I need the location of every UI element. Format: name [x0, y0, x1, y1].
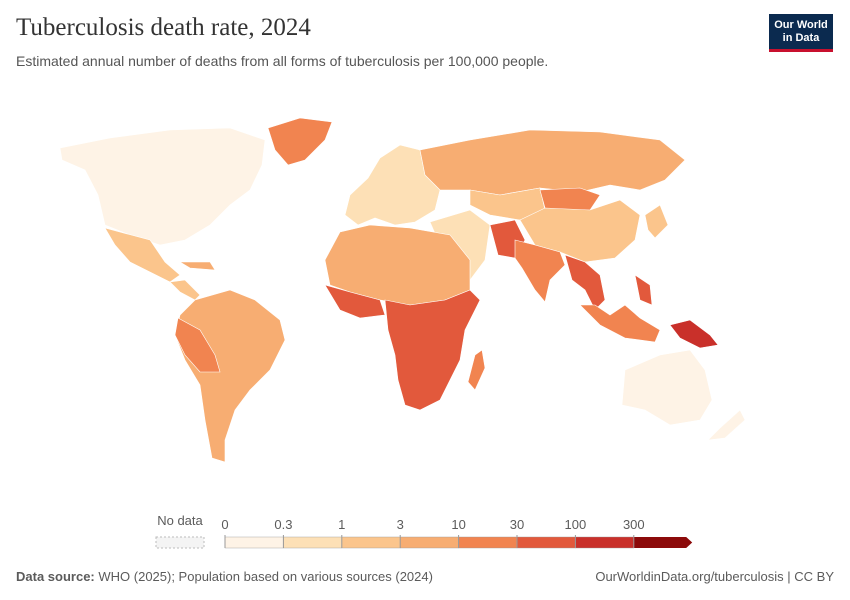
- south-america: [174, 289, 286, 463]
- central-america: [169, 279, 201, 301]
- logo-line: Our World: [774, 19, 828, 31]
- source-label: Data source:: [16, 569, 95, 584]
- source: Data source: WHO (2025); Population base…: [16, 569, 433, 584]
- legend-swatch: [400, 536, 459, 549]
- legend-swatch: [458, 536, 518, 549]
- link[interactable]: OurWorldinData.org/tuberculosis | CC BY: [595, 569, 834, 584]
- logo[interactable]: Our World in Data: [769, 14, 833, 52]
- legend-tick-label: 1: [338, 517, 345, 532]
- no-data-label: No data: [157, 513, 203, 528]
- countries: [59, 117, 746, 463]
- legend: No data 0 0.3 1 3 10 30 100 300: [155, 513, 693, 549]
- southeast-asia: [564, 254, 606, 311]
- legend-swatch: [283, 536, 342, 549]
- legend-tick-label: 300: [623, 517, 645, 532]
- title: Tuberculosis death rate, 2024: [16, 14, 311, 41]
- caribbean: [178, 261, 216, 271]
- no-data-swatch: [155, 536, 205, 549]
- legend-tick-label: 3: [397, 517, 404, 532]
- legend-tick-label: 0: [221, 517, 228, 532]
- legend-tick-label: 30: [510, 517, 524, 532]
- central-southern-africa: [384, 289, 481, 411]
- legend-swatch: [341, 536, 401, 549]
- legend-tick-label: 0.3: [274, 517, 292, 532]
- logo-line: in Data: [782, 32, 820, 44]
- philippines: [634, 274, 653, 306]
- legend-tick-label: 10: [451, 517, 465, 532]
- source-text: WHO (2025); Population based on various …: [98, 569, 433, 584]
- legend-swatch: [633, 537, 693, 548]
- australia: [621, 349, 713, 426]
- legend-swatch: [224, 536, 284, 549]
- legend-swatch: [516, 536, 576, 549]
- japan-korea: [644, 204, 669, 239]
- greenland: [267, 117, 333, 166]
- indonesia: [579, 304, 661, 343]
- new-zealand: [707, 409, 746, 441]
- papua-new-guinea: [669, 319, 719, 349]
- north-america: [59, 127, 266, 246]
- madagascar: [467, 349, 486, 391]
- west-africa: [324, 284, 386, 319]
- peru-bolivia: [174, 317, 221, 373]
- legend-swatch: [575, 536, 635, 549]
- subtitle: Estimated annual number of deaths from a…: [16, 53, 549, 69]
- russia: [419, 129, 686, 196]
- india: [514, 239, 566, 303]
- legend-tick-label: 100: [565, 517, 587, 532]
